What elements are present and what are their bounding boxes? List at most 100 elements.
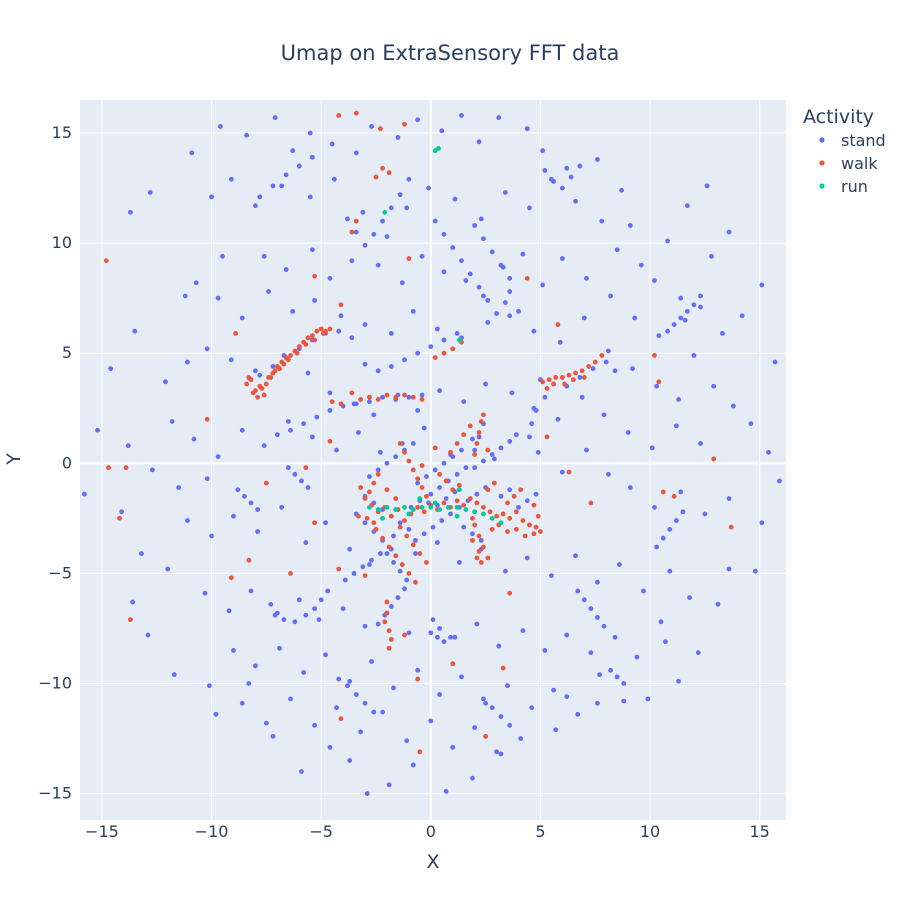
data-point xyxy=(496,115,502,121)
data-point xyxy=(349,229,355,235)
data-point xyxy=(388,330,394,336)
data-point xyxy=(577,375,583,380)
data-point xyxy=(474,621,480,627)
x-tick-label: −10 xyxy=(195,822,229,841)
data-point xyxy=(472,522,478,528)
data-point xyxy=(375,368,381,374)
data-point xyxy=(748,421,754,427)
data-point xyxy=(288,696,293,702)
data-point xyxy=(263,381,269,387)
data-point xyxy=(204,416,210,422)
data-point xyxy=(239,700,245,706)
data-point xyxy=(540,282,546,288)
data-point xyxy=(347,546,353,552)
data-point xyxy=(450,661,456,667)
data-point xyxy=(417,749,423,755)
data-point xyxy=(516,308,521,314)
data-point xyxy=(432,500,438,506)
data-point xyxy=(511,493,517,499)
data-point xyxy=(290,308,296,314)
data-point xyxy=(588,500,594,506)
data-point xyxy=(638,262,644,268)
data-point xyxy=(362,623,368,629)
data-point xyxy=(371,231,377,237)
data-point xyxy=(586,364,592,369)
data-point xyxy=(367,399,372,405)
data-point xyxy=(380,709,385,715)
data-point xyxy=(334,447,339,453)
data-point xyxy=(410,308,416,314)
data-point xyxy=(726,229,732,235)
data-point xyxy=(310,333,315,338)
data-point xyxy=(513,432,519,438)
data-point xyxy=(182,293,188,299)
data-point xyxy=(213,711,219,717)
data-point xyxy=(402,392,407,398)
data-point xyxy=(540,379,546,385)
data-point xyxy=(454,330,460,336)
legend-item-run[interactable]: run xyxy=(819,177,868,196)
data-point xyxy=(325,588,331,594)
data-point xyxy=(323,520,328,526)
data-point xyxy=(345,683,350,689)
data-point xyxy=(386,782,392,788)
data-point xyxy=(483,381,489,387)
data-point xyxy=(220,253,225,259)
data-point xyxy=(505,529,510,534)
data-point xyxy=(123,465,129,471)
data-point xyxy=(481,511,486,517)
data-point xyxy=(467,423,473,429)
data-point xyxy=(410,762,416,768)
data-point xyxy=(441,460,447,466)
data-point xyxy=(478,537,484,543)
x-tick-label: 5 xyxy=(535,822,545,841)
data-point xyxy=(231,648,236,653)
series-run xyxy=(367,146,504,526)
data-point xyxy=(461,432,467,438)
data-point xyxy=(527,522,532,528)
data-point xyxy=(553,375,559,380)
data-point xyxy=(566,469,572,475)
data-point xyxy=(437,507,442,512)
legend-item-walk[interactable]: walk xyxy=(819,154,878,173)
data-point xyxy=(485,297,491,303)
data-point xyxy=(489,526,495,532)
data-point xyxy=(165,566,171,572)
legend: Activity stand walk run xyxy=(803,106,886,196)
data-point xyxy=(421,509,427,515)
data-point xyxy=(476,533,482,539)
data-point xyxy=(527,205,532,211)
data-point xyxy=(461,502,467,508)
data-point xyxy=(505,500,510,506)
data-point xyxy=(441,231,447,237)
data-point xyxy=(421,425,427,431)
data-point xyxy=(524,126,530,132)
data-point xyxy=(393,394,399,400)
data-point xyxy=(533,491,539,497)
data-point xyxy=(454,504,460,510)
data-point xyxy=(393,553,399,559)
data-point xyxy=(472,447,478,453)
data-point xyxy=(215,295,221,301)
legend-label: walk xyxy=(841,154,878,173)
data-point xyxy=(645,696,651,702)
data-point xyxy=(413,551,418,556)
data-point xyxy=(281,617,287,623)
data-point xyxy=(663,639,668,645)
data-point xyxy=(500,665,506,671)
data-point xyxy=(601,623,607,629)
data-point xyxy=(478,559,484,565)
legend-item-stand[interactable]: stand xyxy=(819,131,886,150)
data-point xyxy=(507,313,513,319)
data-point xyxy=(634,654,640,660)
data-point xyxy=(434,326,440,332)
data-point xyxy=(579,394,585,400)
data-point xyxy=(432,218,438,224)
data-point xyxy=(242,493,247,499)
data-point xyxy=(456,487,462,493)
data-point xyxy=(417,551,423,556)
data-point xyxy=(673,518,679,523)
data-point xyxy=(584,275,589,281)
data-point xyxy=(535,513,541,519)
data-point xyxy=(310,154,315,160)
